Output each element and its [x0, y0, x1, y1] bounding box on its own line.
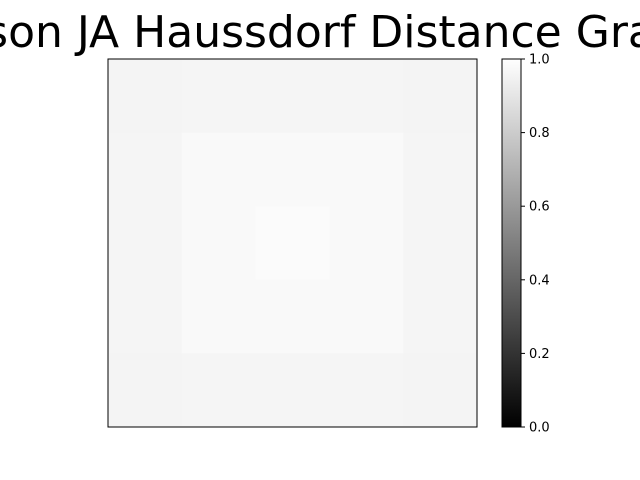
heatmap-cell: [108, 279, 183, 354]
colorbar-tick-label: 0.8: [529, 126, 550, 141]
heatmap-cell: [329, 353, 404, 428]
heatmap-cell: [108, 132, 183, 207]
colorbar-tick-label: 0.2: [529, 347, 550, 362]
heatmap-cell: [255, 206, 330, 281]
colorbar: [501, 58, 522, 428]
heatmap-cell: [329, 206, 404, 281]
heatmap-cell: [329, 132, 404, 207]
heatmap-cell: [108, 206, 183, 281]
heatmap-cell: [403, 59, 478, 134]
colorbar-tick-label: 0.0: [529, 421, 550, 436]
heatmap-cell: [108, 353, 183, 428]
heatmap-cell: [255, 279, 330, 354]
heatmap-cell: [403, 279, 478, 354]
heatmap-cell: [181, 206, 257, 281]
heatmap-cell: [255, 59, 330, 134]
colorbar-ticks: 0.0 0.2 0.4 0.6 0.8 1.0: [521, 53, 550, 436]
heatmap-cell: [403, 132, 478, 207]
colorbar-tick-label: 1.0: [529, 53, 550, 68]
heatmap-cell: [403, 353, 478, 428]
heatmap-cell: [403, 206, 478, 281]
colorbar-tick-label: 0.6: [529, 200, 550, 215]
heatmap-cell: [255, 132, 330, 207]
heatmap-cell: [255, 353, 330, 428]
heatmap-frame: [107, 58, 478, 428]
heatmap-cells: [108, 59, 478, 428]
heatmap-cell: [329, 59, 404, 134]
heatmap-cell: [329, 279, 404, 354]
heatmap-cell: [108, 59, 183, 134]
heatmap-cell: [181, 132, 257, 207]
heatmap-cell: [181, 279, 257, 354]
heatmap-cell: [181, 59, 257, 134]
colorbar-tick-label: 0.4: [529, 273, 550, 288]
chart-title: son JA Haussdorf Distance Gra: [0, 7, 640, 58]
heatmap-cell: [181, 353, 257, 428]
